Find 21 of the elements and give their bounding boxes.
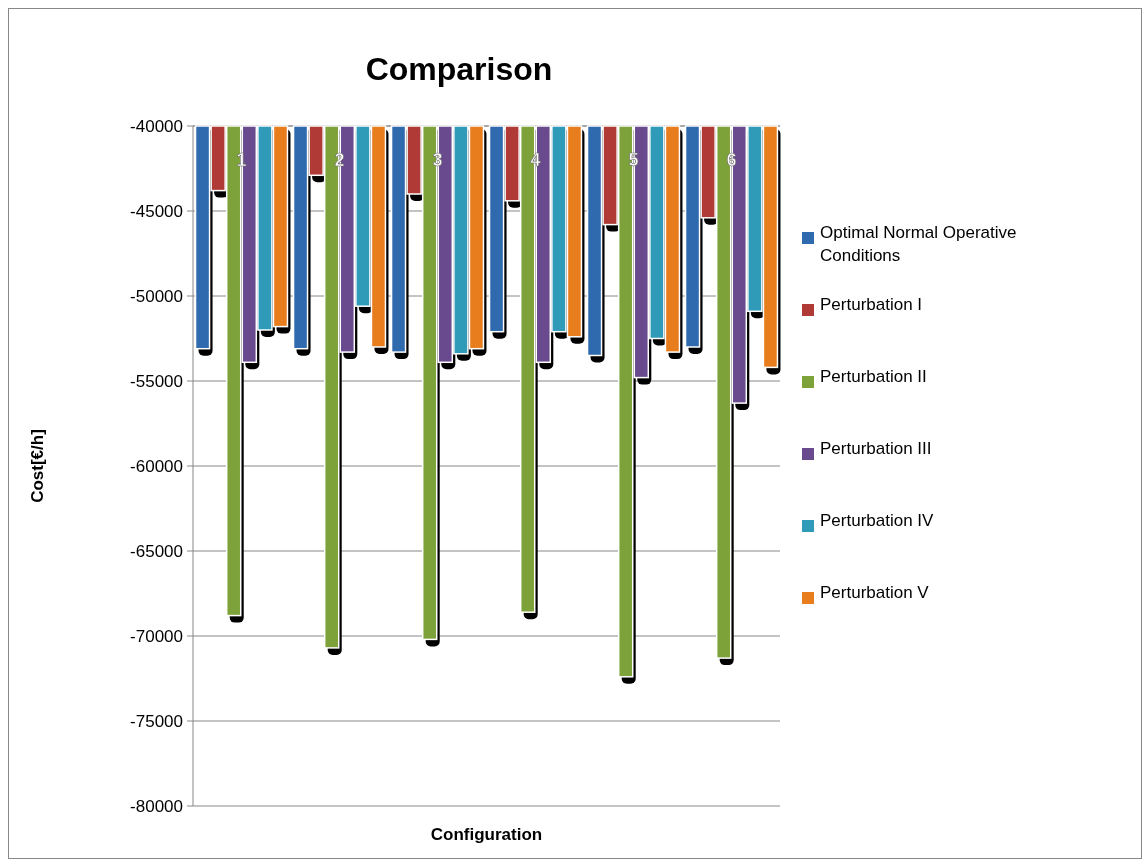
x-tick-label: 4 — [530, 150, 541, 170]
x-axis-title: Configuration — [430, 825, 543, 844]
y-axis-title: Cost[€/h] — [28, 429, 47, 503]
legend-label: Perturbation III — [820, 439, 932, 458]
y-tick-label: -55000 — [130, 371, 183, 391]
y-tick-label: -65000 — [130, 541, 183, 561]
legend-label: Perturbation IV — [820, 511, 935, 530]
chart-title: Comparison — [365, 51, 553, 87]
y-tick-label: -80000 — [130, 796, 183, 816]
x-tick-label: 3 — [432, 150, 443, 170]
x-tick-label: 1 — [236, 150, 247, 170]
y-tick-label: -60000 — [130, 456, 183, 476]
y-tick-label: -40000 — [130, 116, 183, 136]
legend-label: Perturbation I — [820, 295, 923, 314]
y-tick-label: -70000 — [130, 626, 183, 646]
y-tick-label: -45000 — [130, 201, 183, 221]
legend-label: Perturbation V — [820, 583, 930, 602]
legend-label: Optimal Normal Operative Conditions — [820, 223, 1017, 265]
y-tick-label: -75000 — [130, 711, 183, 731]
y-tick-label: -50000 — [130, 286, 183, 306]
legend-label: Perturbation II — [820, 367, 927, 386]
